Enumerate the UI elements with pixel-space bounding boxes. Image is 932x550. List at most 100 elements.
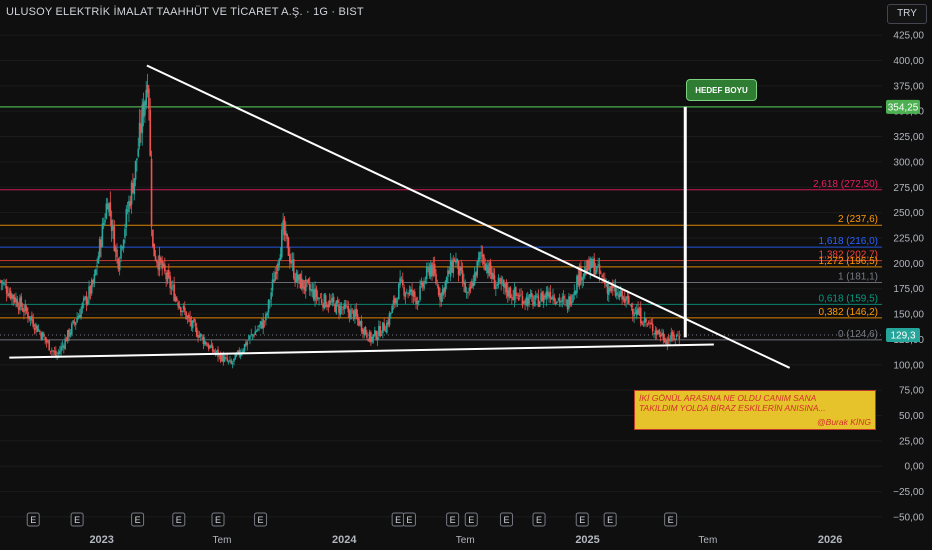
candle-body <box>324 295 327 308</box>
candle-body <box>421 282 424 287</box>
candle-body <box>606 283 609 294</box>
y-tick-label: 100,00 <box>893 360 924 371</box>
candle-body <box>444 281 447 292</box>
candle-body <box>423 280 425 289</box>
candle-body <box>86 299 89 305</box>
candle-body <box>126 210 129 212</box>
candle-body <box>350 309 352 320</box>
candle-body <box>229 359 231 362</box>
y-tick-label: 75,00 <box>899 386 924 397</box>
y-tick-label: 200,00 <box>893 259 924 270</box>
earnings-marker-label: E <box>607 515 613 525</box>
earnings-marker-label: E <box>503 515 509 525</box>
candle-body <box>165 272 167 280</box>
candle-body <box>443 287 445 295</box>
candle-body <box>432 265 435 276</box>
candle-body <box>140 123 142 133</box>
candle-body <box>499 279 501 281</box>
candle-body <box>68 329 70 337</box>
candle-body <box>400 279 403 281</box>
candle-body <box>614 286 617 296</box>
candle-body <box>439 293 441 300</box>
candle-body <box>113 226 116 252</box>
candle-body <box>417 301 420 303</box>
candle-body <box>100 239 102 248</box>
candle-body <box>364 327 367 334</box>
candle-body <box>296 275 299 282</box>
candle-body <box>13 297 16 303</box>
candle-body <box>24 304 27 312</box>
candle-body <box>666 339 669 345</box>
candle-body <box>166 272 169 282</box>
candle-body <box>1 282 4 284</box>
candle-body <box>618 293 621 298</box>
candle-body <box>219 354 222 362</box>
candle-body <box>186 316 189 319</box>
candle-body <box>469 286 472 290</box>
candle-body <box>517 298 520 300</box>
candle-body <box>255 331 258 332</box>
candle-body <box>557 298 560 300</box>
candle-body <box>534 295 537 300</box>
candle-body <box>378 325 380 336</box>
candle-body <box>601 275 603 277</box>
candle-body <box>674 338 677 340</box>
candle-body <box>342 309 344 311</box>
candle-body <box>175 297 178 301</box>
candle-body <box>355 309 358 316</box>
candle-body <box>396 300 399 302</box>
last-price-label: 129,3 <box>890 331 915 342</box>
y-tick-label: 175,00 <box>893 284 924 295</box>
candle-body <box>285 230 287 236</box>
candle-body <box>428 267 431 276</box>
candle-body <box>110 219 113 232</box>
note-line-2: TAKILDIM YOLDA BİRAZ ESKİLERİN ANISINA..… <box>639 403 826 413</box>
candle-body <box>658 329 661 335</box>
candle-body <box>643 317 646 323</box>
candle-body <box>569 296 572 305</box>
candle-body <box>491 272 493 279</box>
chart-title: ULUSOY ELEKTRİK İMALAT TAAHHÜT VE TİCARE… <box>6 6 364 18</box>
candle-body <box>145 89 148 106</box>
candle-body <box>7 293 9 297</box>
earnings-marker-label: E <box>668 515 674 525</box>
candle-body <box>64 338 66 350</box>
candle-body <box>427 267 429 269</box>
candle-body <box>226 358 229 362</box>
earnings-marker <box>402 512 416 527</box>
candle-body <box>152 229 154 247</box>
candle-body <box>348 311 351 319</box>
target-price-label: 354,25 <box>888 102 919 113</box>
fib-levels: 2,618 (272,50) 2 (237,6) 1,618 (216,0) 1,38… <box>0 106 882 341</box>
candle-body <box>340 307 343 308</box>
candle-body <box>383 323 385 331</box>
candle-body <box>492 272 494 279</box>
candle-body <box>461 270 464 283</box>
candle-body <box>629 304 631 306</box>
candle-body <box>245 342 247 346</box>
candle-body <box>459 266 461 276</box>
candle-body <box>362 330 364 334</box>
earnings-marker <box>26 512 40 527</box>
currency-button[interactable]: TRY <box>887 4 927 24</box>
candle-body <box>259 321 262 325</box>
candle-body <box>279 254 282 261</box>
candle-body <box>473 273 476 285</box>
y-tick-label: 275,00 <box>893 183 924 194</box>
candle-body <box>28 316 31 320</box>
candle-body <box>306 279 308 281</box>
candle-body <box>275 271 278 274</box>
candle-body <box>189 316 191 323</box>
candle-body <box>254 331 257 336</box>
candle-body <box>436 284 439 286</box>
candle-body <box>148 88 150 109</box>
candle-body <box>356 314 359 320</box>
candle-body <box>138 122 141 147</box>
x-tick-label: 2023 <box>89 534 113 546</box>
candle-body <box>65 338 68 342</box>
candle-body <box>243 343 246 352</box>
candle-body <box>554 302 557 305</box>
earnings-marker-label: E <box>30 515 36 525</box>
candle-body <box>387 321 389 325</box>
